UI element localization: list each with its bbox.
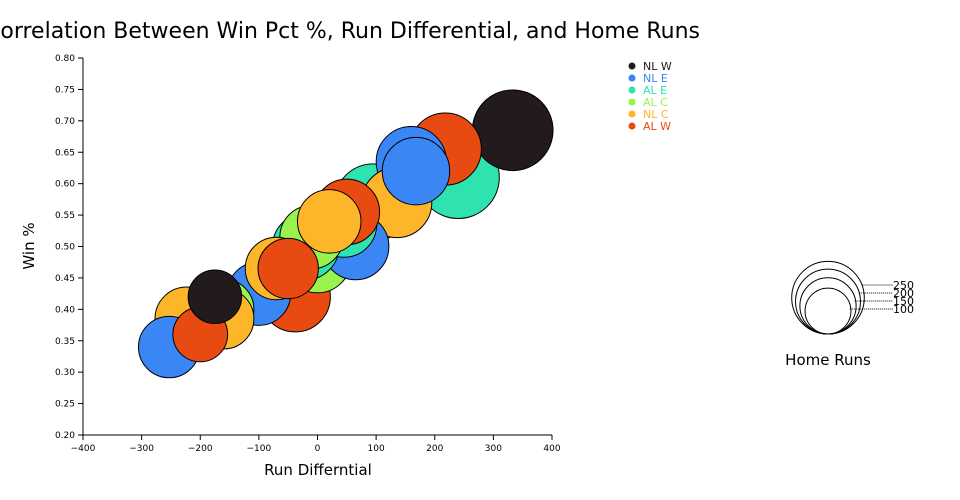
legend-label: AL E (643, 84, 667, 97)
x-tick-label: 0 (315, 444, 321, 454)
chart-title: Correlation Between Win Pct %, Run Diffe… (0, 19, 700, 44)
y-tick-label: 0.75 (55, 85, 75, 95)
y-tick-label: 0.70 (55, 117, 75, 127)
size-legend-circle (791, 260, 865, 335)
legend: NL WNL EAL EAL CNL CAL W (628, 60, 672, 133)
size-legend-title: Home Runs (785, 351, 871, 369)
legend-marker (628, 122, 636, 130)
y-tick-label: 0.55 (55, 211, 75, 221)
y-tick-label: 0.30 (55, 368, 75, 378)
bubble-nl-w (187, 269, 243, 325)
y-tick-label: 0.20 (55, 431, 75, 441)
legend-marker (628, 110, 636, 118)
x-tick-label: 300 (485, 444, 502, 454)
legend-label: NL C (643, 108, 669, 121)
x-tick-label: −300 (129, 444, 154, 454)
bubble-nl-w (471, 89, 554, 172)
y-tick-label: 0.45 (55, 274, 75, 284)
legend-marker (628, 86, 636, 94)
bubble-nl-c (296, 189, 362, 254)
size-legend-circle (795, 268, 861, 335)
x-tick-label: 400 (543, 444, 560, 454)
legend-label: NL W (643, 60, 672, 73)
y-axis: 0.20 0.25 0.30 0.35 0.40 0.45 0.50 0.55 0.60 0.65… (55, 54, 84, 441)
size-legend-circle (804, 287, 852, 335)
legend-label: NL E (643, 72, 668, 85)
bubble-nl-e (381, 136, 451, 206)
y-tick-label: 0.50 (55, 243, 75, 253)
x-tick-label: −100 (247, 444, 272, 454)
y-tick-label: 0.80 (55, 54, 75, 64)
y-tick-label: 0.25 (55, 400, 75, 410)
x-tick-label: 200 (426, 444, 443, 454)
x-axis: −400 −300 −200 −100 0 100 200 300 400 (71, 434, 561, 454)
legend-label: AL W (643, 120, 671, 133)
size-legend-label: 150 (893, 295, 914, 308)
y-tick-label: 0.60 (55, 180, 75, 190)
legend-label: AL C (643, 96, 668, 109)
size-legend-circle (799, 277, 857, 335)
y-tick-label: 0.40 (55, 305, 75, 315)
legend-marker (628, 74, 636, 82)
x-tick-label: −400 (71, 444, 96, 454)
x-tick-label: 100 (368, 444, 385, 454)
legend-marker (628, 62, 636, 70)
y-tick-label: 0.65 (55, 148, 75, 158)
size-legend-label: 250 (893, 279, 914, 292)
size-legend-label: 100 (893, 303, 914, 316)
bubbles (137, 89, 554, 379)
plot-area (137, 89, 554, 379)
bubble-al-w (257, 237, 319, 300)
y-axis-label: Win % (20, 222, 38, 269)
x-tick-label: −200 (188, 444, 213, 454)
y-tick-label: 0.35 (55, 337, 75, 347)
legend-marker (628, 98, 636, 106)
size-legend-label: 200 (893, 287, 914, 300)
x-axis-label: Run Differntial (264, 461, 372, 479)
